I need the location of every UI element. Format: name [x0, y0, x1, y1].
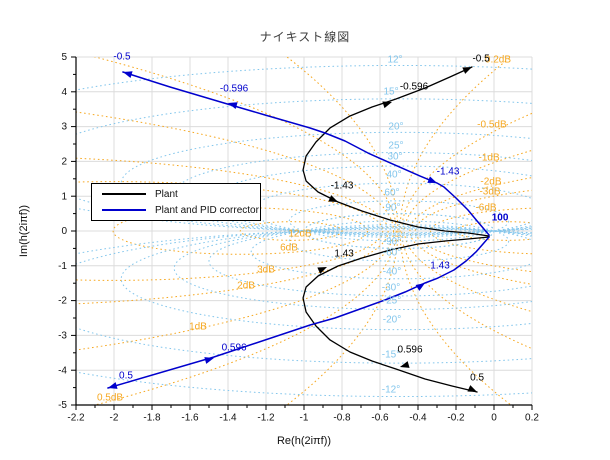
svg-text:-2.2: -2.2: [67, 413, 85, 424]
svg-text:-0.8: -0.8: [333, 413, 351, 424]
svg-text:100: 100: [492, 213, 509, 224]
svg-text:12dB: 12dB: [288, 229, 312, 240]
svg-text:3dB: 3dB: [257, 265, 275, 276]
svg-text:-2: -2: [110, 413, 119, 424]
svg-text:-1.2: -1.2: [257, 413, 275, 424]
svg-text:40°: 40°: [386, 170, 401, 181]
svg-text:-0.5dB: -0.5dB: [477, 120, 507, 131]
svg-text:0: 0: [61, 226, 67, 237]
svg-text:1.43: 1.43: [334, 249, 354, 260]
svg-text:-1.43: -1.43: [437, 167, 460, 178]
svg-text:6dB: 6dB: [280, 243, 298, 254]
svg-text:-0.4: -0.4: [409, 413, 427, 424]
svg-text:60°: 60°: [384, 188, 399, 199]
svg-text:1.43: 1.43: [430, 261, 450, 272]
svg-text:-1dB: -1dB: [478, 153, 499, 164]
svg-text:-15°: -15°: [382, 350, 400, 361]
svg-text:25°: 25°: [388, 141, 403, 152]
svg-text:-6dB: -6dB: [475, 203, 496, 214]
svg-text:15°: 15°: [383, 87, 398, 98]
svg-text:-1: -1: [300, 413, 309, 424]
svg-text:-0.6: -0.6: [371, 413, 389, 424]
svg-text:-90°: -90°: [383, 237, 401, 248]
plant-line-sample: [102, 193, 146, 195]
svg-text:0: 0: [491, 413, 497, 424]
svg-text:-0.5: -0.5: [472, 54, 490, 65]
svg-text:-2: -2: [58, 296, 67, 307]
svg-text:-1: -1: [58, 261, 67, 272]
svg-text:-30°: -30°: [382, 283, 400, 294]
x-axis-label: Re(h(2iπf)): [276, 435, 332, 447]
svg-text:-0.5: -0.5: [113, 52, 131, 63]
svg-text:90°: 90°: [385, 203, 400, 214]
svg-text:2: 2: [61, 157, 67, 168]
svg-text:-60°: -60°: [383, 248, 401, 259]
svg-text:0.5: 0.5: [119, 371, 133, 382]
svg-text:-3dB: -3dB: [479, 187, 500, 198]
svg-text:0.5dB: 0.5dB: [97, 393, 123, 404]
svg-text:0.596: 0.596: [222, 343, 247, 354]
legend-box: Plant Plant and PID corrector: [91, 183, 261, 221]
svg-text:-1.4: -1.4: [219, 413, 237, 424]
svg-text:20°: 20°: [388, 122, 403, 133]
svg-text:0.5: 0.5: [470, 373, 484, 384]
svg-text:0.596: 0.596: [398, 345, 423, 356]
chart-title: ナイキスト線図: [259, 30, 351, 44]
svg-text:-0.2: -0.2: [447, 413, 465, 424]
svg-text:-0.596: -0.596: [400, 82, 429, 93]
svg-text:-40°: -40°: [383, 267, 401, 278]
svg-text:-2dB: -2dB: [480, 177, 501, 188]
svg-text:2dB: 2dB: [237, 281, 255, 292]
svg-text:-1.43: -1.43: [331, 181, 354, 192]
svg-text:1dB: 1dB: [189, 322, 207, 333]
svg-text:-25°: -25°: [383, 296, 401, 307]
legend-item-plant: Plant: [102, 189, 260, 200]
svg-text:4: 4: [61, 87, 67, 98]
svg-text:5: 5: [61, 52, 67, 63]
svg-text:-1.8: -1.8: [143, 413, 161, 424]
legend-label-pid-corrector: Plant and PID corrector: [155, 204, 259, 216]
pid-corrector-line-sample: [102, 209, 146, 211]
legend-label-plant: Plant: [155, 188, 178, 200]
svg-text:30°: 30°: [387, 152, 402, 163]
svg-text:1: 1: [61, 191, 67, 202]
svg-text:-12°: -12°: [382, 385, 400, 396]
svg-text:12°: 12°: [387, 55, 402, 66]
y-axis-label: Im(h(2iπf)): [18, 204, 30, 258]
legend-item-pid-corrector: Plant and PID corrector: [102, 205, 260, 216]
svg-text:0.2: 0.2: [525, 413, 539, 424]
svg-text:0.2dB: 0.2dB: [485, 55, 511, 66]
svg-text:-20°: -20°: [383, 315, 401, 326]
svg-text:-5: -5: [58, 400, 67, 411]
svg-text:-0.596: -0.596: [220, 84, 249, 95]
svg-text:3: 3: [61, 122, 67, 133]
svg-text:-3: -3: [58, 331, 67, 342]
svg-text:-1.6: -1.6: [181, 413, 199, 424]
svg-text:-4: -4: [58, 365, 67, 376]
